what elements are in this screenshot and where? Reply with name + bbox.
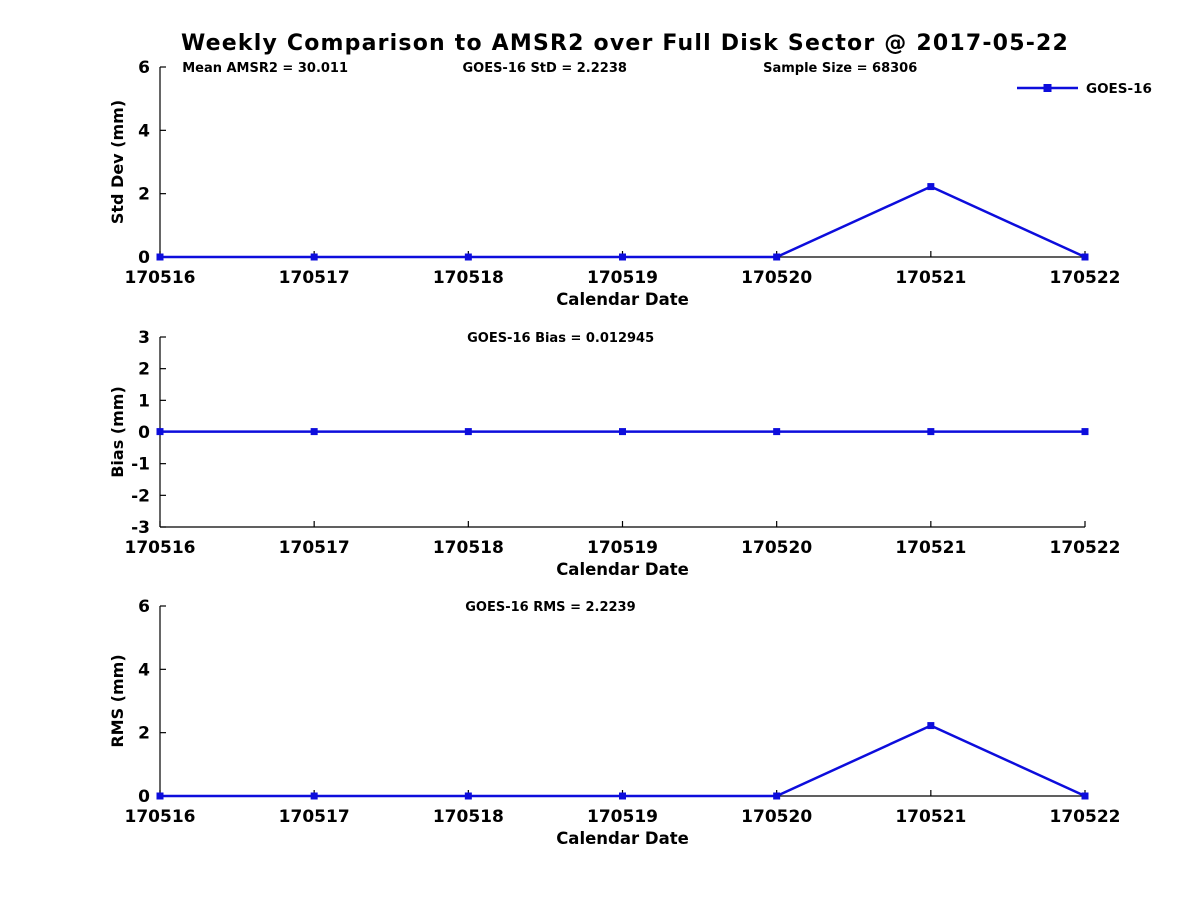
- annotation: GOES-16 StD = 2.2238: [462, 61, 626, 76]
- y-tick-label: 2: [138, 724, 150, 744]
- x-tick-label: 170521: [895, 268, 966, 288]
- data-point-marker: [464, 253, 472, 261]
- data-point-marker: [464, 792, 472, 800]
- x-tick-label: 170522: [1050, 538, 1121, 558]
- x-tick-label: 170519: [587, 538, 658, 558]
- data-point-marker: [619, 428, 626, 436]
- rms-plot: 0 2 4 6 170516 170517 170518 170519 170520 170521…: [108, 597, 1120, 848]
- std-dev-plot: 0 2 4 6 170516 170517 170518 170519 170520 170521…: [108, 58, 1152, 309]
- data-point-marker: [927, 722, 935, 730]
- y-tick-label: 0: [138, 423, 150, 443]
- y-tick-label: 1: [138, 391, 150, 411]
- y-tick-label: 2: [138, 360, 150, 380]
- y-tick-label: 6: [138, 597, 150, 617]
- x-tick-label: 170519: [587, 268, 658, 288]
- x-tick-label: 170517: [279, 807, 350, 827]
- annotation: Sample Size = 68306: [763, 61, 917, 76]
- y-tick-label: -3: [131, 518, 150, 538]
- y-tick-label: -1: [131, 455, 150, 475]
- annotation: GOES-16 RMS = 2.2239: [465, 600, 635, 615]
- y-tick-label: 0: [138, 248, 150, 268]
- data-point-marker: [310, 792, 318, 800]
- x-tick-label: 170517: [279, 268, 350, 288]
- y-axis-label: RMS (mm): [108, 654, 127, 747]
- annotation: Mean AMSR2 = 30.011: [182, 61, 348, 76]
- annotation: GOES-16 Bias = 0.012945: [467, 331, 654, 346]
- y-tick-label: 2: [138, 185, 150, 205]
- data-point-marker: [619, 253, 626, 261]
- y-tick-label: 0: [138, 787, 150, 807]
- x-tick-label: 170521: [895, 807, 966, 827]
- series-line-goes16: [160, 724, 1086, 798]
- x-tick-label: 170516: [125, 538, 196, 558]
- x-tick-label: 170518: [433, 807, 504, 827]
- y-tick-label: 4: [138, 121, 150, 141]
- legend: GOES-16: [1017, 81, 1152, 97]
- x-axis-label: Calendar Date: [556, 560, 689, 579]
- data-point-marker: [1081, 428, 1089, 436]
- x-tick-label: 170522: [1050, 807, 1121, 827]
- x-tick-label: 170520: [741, 807, 812, 827]
- data-point-marker: [156, 792, 164, 800]
- legend-label: GOES-16: [1086, 81, 1152, 97]
- data-point-marker: [927, 428, 935, 436]
- x-tick-label: 170516: [125, 268, 196, 288]
- x-tick-label: 170520: [741, 538, 812, 558]
- y-tick-label: -2: [131, 486, 150, 506]
- data-point-marker: [773, 792, 781, 800]
- x-tick-label: 170522: [1050, 268, 1121, 288]
- x-axis-label: Calendar Date: [556, 290, 689, 309]
- y-axis-label: Std Dev (mm): [108, 100, 127, 224]
- data-point-marker: [464, 428, 472, 436]
- x-tick-label: 170517: [279, 538, 350, 558]
- series-line-goes16: [160, 185, 1086, 259]
- x-tick-label: 170518: [433, 268, 504, 288]
- x-tick-label: 170518: [433, 538, 504, 558]
- data-point-marker: [1081, 792, 1089, 800]
- data-point-marker: [619, 792, 626, 800]
- figure-title: Weekly Comparison to AMSR2 over Full Dis…: [180, 31, 1070, 56]
- y-axis-label: Bias (mm): [108, 386, 127, 478]
- data-point-marker: [310, 428, 318, 436]
- legend-marker-sample: [1043, 84, 1052, 92]
- data-point-marker: [310, 253, 318, 261]
- x-axis-label: Calendar Date: [556, 829, 689, 848]
- x-tick-label: 170520: [741, 268, 812, 288]
- data-point-marker: [773, 428, 781, 436]
- y-tick-label: 3: [138, 328, 150, 348]
- data-point-marker: [1081, 253, 1089, 261]
- x-tick-label: 170519: [587, 807, 658, 827]
- data-point-marker: [156, 428, 164, 436]
- data-point-marker: [927, 183, 935, 191]
- y-tick-label: 4: [138, 660, 150, 680]
- data-point-marker: [156, 253, 164, 261]
- x-tick-label: 170516: [125, 807, 196, 827]
- y-tick-label: 6: [138, 58, 150, 78]
- data-point-marker: [773, 253, 781, 261]
- bias-plot: -3 -2 -1 0 1 2 3 170516 170517 170518 170519 170520…: [108, 328, 1120, 579]
- x-tick-label: 170521: [895, 538, 966, 558]
